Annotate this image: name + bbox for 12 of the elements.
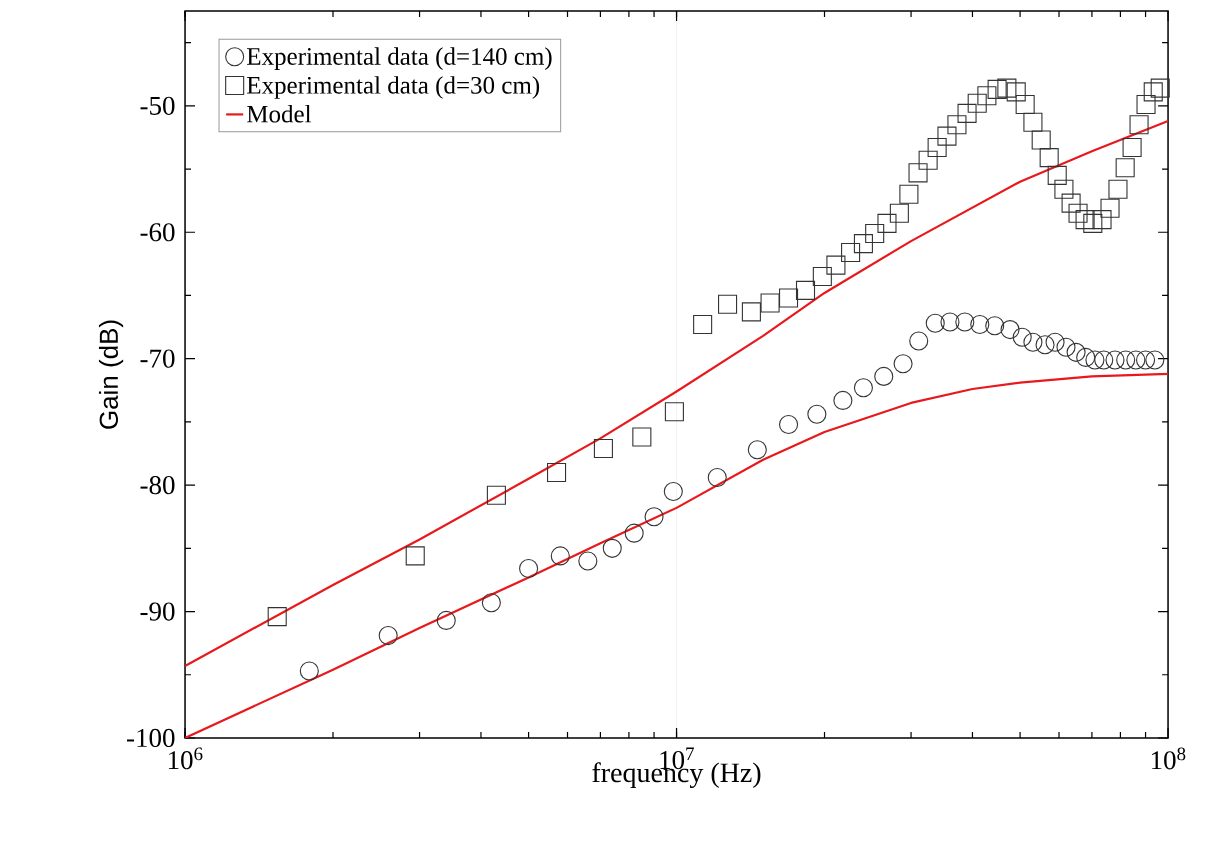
- legend-label: Model: [247, 104, 312, 123]
- legend-label: Experimental data (d=140 cm): [247, 47, 552, 70]
- y-tick-label: -60: [140, 223, 175, 242]
- x-tick-label: 10$^{8}$: [1151, 747, 1186, 770]
- y-tick-label: -90: [140, 602, 175, 621]
- x-tick-label: 10$^{6}$: [168, 747, 203, 770]
- y-tick-label: -80: [140, 476, 175, 495]
- legend-label: Experimental data (d=30 cm): [247, 76, 540, 99]
- y-tick-label: -100: [127, 728, 175, 748]
- y-axis-title: Gain (dB): [98, 320, 124, 429]
- y-tick-label: -50: [140, 96, 175, 115]
- y-tick-label: -70: [140, 349, 175, 368]
